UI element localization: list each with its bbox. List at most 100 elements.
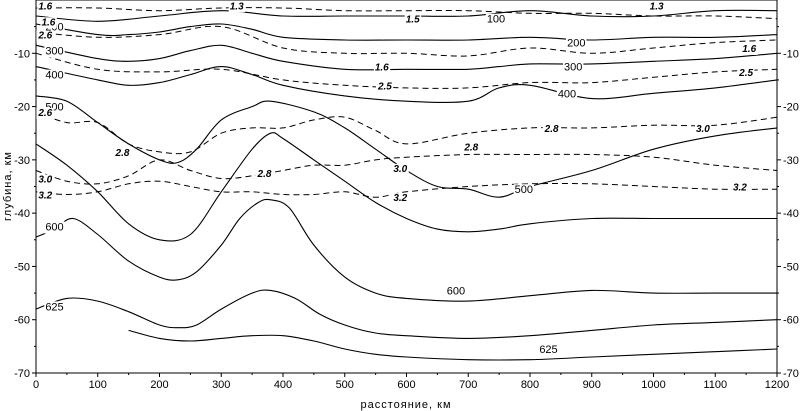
axis-ticks: 0 100 200 300 400 500 600 700 800 900 1000 1100 1200… xyxy=(14,26,799,391)
y-tick-label: -60 xyxy=(14,315,30,327)
contour-label-13: 1.3 xyxy=(230,1,244,12)
contour-label-14: 1.3 xyxy=(650,1,664,12)
dashed-isoline-1-6-10 xyxy=(35,25,778,57)
x-tick-label: 100 xyxy=(89,379,107,391)
x-tick-label: 400 xyxy=(274,379,292,391)
contour-label-bg-25 xyxy=(392,163,409,175)
contour-label-3: 400 xyxy=(558,88,576,100)
contour-label-bg-15 xyxy=(404,14,422,26)
contour-label-bg-13 xyxy=(228,1,246,13)
contour-label-1: 200 xyxy=(567,38,585,50)
y-right-tick-label: -60 xyxy=(783,315,799,327)
contour-lines xyxy=(35,7,778,361)
x-axis-title: расстояние, км xyxy=(360,399,451,411)
solid-isoline-500-4 xyxy=(35,95,778,198)
contour-label-bg-20 xyxy=(542,123,560,135)
contour-label-16: 1.6 xyxy=(375,63,389,74)
contour-label-bg-30 xyxy=(37,1,54,13)
contour-label-17: 1.6 xyxy=(742,44,756,55)
contour-label-bg-4 xyxy=(513,184,534,197)
contour-label-23: 2.8 xyxy=(257,169,272,180)
contour-label-bg-22 xyxy=(113,147,131,159)
contour-label-24: 3.0 xyxy=(696,124,710,135)
contour-label-33: 2.6 xyxy=(37,108,52,119)
contour-label-32: 2.6 xyxy=(37,31,52,42)
dashed-isoline-2-8-12 xyxy=(35,111,778,155)
solid-isoline-300-2 xyxy=(35,44,778,71)
y-right-tick-label: -10 xyxy=(783,48,799,60)
contour-labels: 1002003004005006006252003004005006006251… xyxy=(36,1,758,356)
y-right-tick-label: -40 xyxy=(783,208,799,220)
dashed-isoline-2-5-11 xyxy=(35,52,778,89)
x-tick-label: 900 xyxy=(583,379,601,391)
x-tick-label: 200 xyxy=(150,379,168,391)
y-tick-label: -30 xyxy=(14,155,30,167)
contour-label-26: 3.2 xyxy=(393,193,407,204)
contour-label-bg-14 xyxy=(648,1,665,13)
solid-isoline-200-1 xyxy=(35,23,778,41)
x-tick-label: 500 xyxy=(336,379,354,391)
contour-label-bg-18 xyxy=(375,81,394,93)
y-right-tick-label: -50 xyxy=(783,261,799,273)
contour-label-bg-2 xyxy=(563,61,584,74)
contour-label-28: 3.0 xyxy=(38,175,52,186)
x-tick-label: 1000 xyxy=(641,379,665,391)
plot-frame xyxy=(35,0,778,374)
x-tick-label: 0 xyxy=(33,379,39,391)
contour-label-bg-17 xyxy=(741,44,758,55)
contour-label-19: 2.5 xyxy=(738,68,753,79)
contour-label-bg-16 xyxy=(373,62,391,74)
contour-label-bg-9 xyxy=(44,69,65,82)
y-tick-label: -10 xyxy=(14,48,30,60)
contour-label-bg-21 xyxy=(462,142,480,154)
x-tick-label: 800 xyxy=(521,379,539,391)
contour-label-bg-29 xyxy=(37,190,54,202)
dashed-isoline-3-0-13 xyxy=(35,153,778,185)
contour-label-bg-0 xyxy=(485,13,507,26)
contour-label-22: 2.8 xyxy=(115,148,130,159)
contour-label-bg-23 xyxy=(255,169,273,181)
contour-label-bg-24 xyxy=(694,123,712,135)
contour-label-bg-1 xyxy=(566,37,587,50)
y-right-tick-label: -20 xyxy=(783,102,799,114)
solid-isoline-600-6 xyxy=(35,198,777,302)
contour-label-bg-6 xyxy=(538,344,559,356)
contour-label-18: 2.5 xyxy=(377,81,392,92)
contour-label-bg-32 xyxy=(36,30,54,42)
contour-label-bg-12 xyxy=(44,301,65,314)
x-tick-label: 300 xyxy=(212,379,230,391)
contour-label-bg-33 xyxy=(36,107,54,119)
contour-label-0: 100 xyxy=(487,14,505,26)
y-axis-title: глубина, км xyxy=(2,151,14,221)
y-right-tick-label: -70 xyxy=(783,368,799,380)
dashed-isoline-1-5-9 xyxy=(35,7,778,20)
contour-label-bg-11 xyxy=(44,221,65,234)
y-tick-label: -50 xyxy=(14,261,30,273)
contour-label-31: 1.6 xyxy=(41,17,55,28)
contour-label-bg-5 xyxy=(445,285,467,298)
x-tick-label: 600 xyxy=(397,379,415,391)
y-tick-label: -40 xyxy=(14,208,30,220)
contour-label-27: 3.2 xyxy=(733,183,747,194)
contour-label-25: 3.0 xyxy=(393,164,407,175)
contour-label-20: 2.8 xyxy=(544,124,559,135)
x-tick-label: 1100 xyxy=(703,379,727,391)
contour-label-21: 2.8 xyxy=(463,143,478,154)
contour-label-2: 300 xyxy=(564,62,582,74)
contour-label-11: 600 xyxy=(45,222,63,234)
contour-label-8: 300 xyxy=(45,46,63,58)
y-right-tick-label: -30 xyxy=(783,155,799,167)
dashed-isoline-3-2-14 xyxy=(35,180,778,198)
contour-label-9: 400 xyxy=(45,70,63,82)
contour-label-bg-27 xyxy=(731,182,749,194)
x-tick-label: 1200 xyxy=(765,379,789,391)
y-tick-label: -20 xyxy=(14,102,30,114)
solid-isoline-625-8 xyxy=(128,329,778,361)
contour-label-bg-28 xyxy=(37,174,54,186)
contour-label-29: 3.2 xyxy=(38,191,52,202)
contour-label-bg-3 xyxy=(556,88,578,101)
contour-label-bg-19 xyxy=(737,67,755,79)
solid-isoline-600-5 xyxy=(35,132,777,242)
solid-isoline-400-3 xyxy=(35,66,778,103)
